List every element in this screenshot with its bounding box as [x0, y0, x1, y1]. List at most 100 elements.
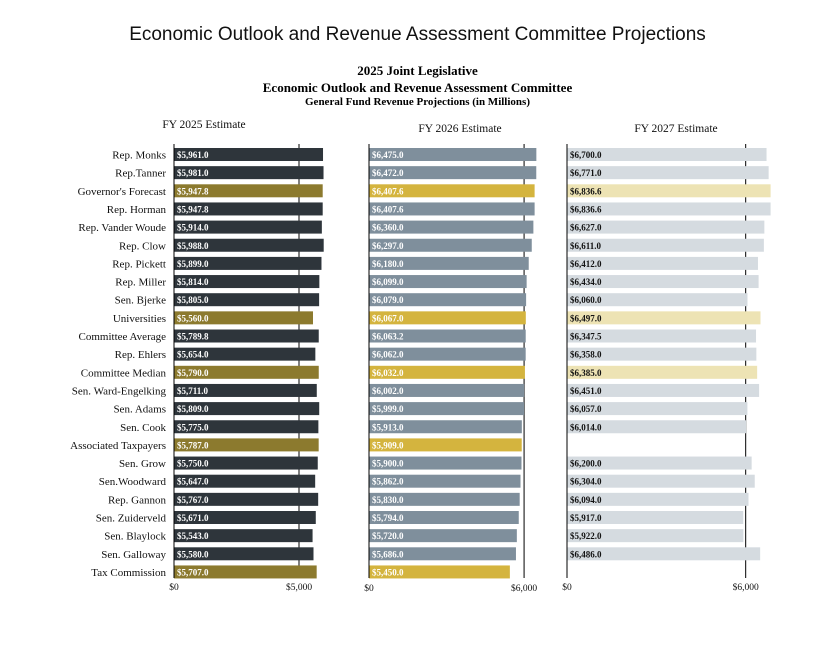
data-label-fy2026-associated-taxpayers: $5,909.0	[372, 440, 404, 450]
chart-title: Economic Outlook and Revenue Assessment …	[129, 24, 706, 45]
data-label-fy2026-sen-blaylock: $5,720.0	[372, 531, 404, 541]
data-label-fy2025-sen-zuiderveld: $5,671.0	[177, 513, 209, 523]
bar-fy2027-rep-monks	[567, 148, 767, 161]
tick-label-fy2026-0: $0	[364, 583, 374, 594]
category-label-rep-monks: Rep. Monks	[112, 150, 166, 162]
data-label-fy2026-sen-cook: $5,913.0	[372, 422, 404, 432]
data-label-fy2027-rep-vander-woude: $6,627.0	[570, 223, 602, 233]
category-label-rep-vander-woude: Rep. Vander Woude	[78, 222, 166, 234]
bar-fy2025-rep-pickett	[174, 256, 322, 270]
data-label-fy2025-sen-ward-engelking: $5,711.0	[177, 386, 209, 396]
category-label-rep-clow: Rep. Clow	[119, 240, 166, 252]
data-label-fy2027-rep-ehlers: $6,358.0	[570, 350, 602, 360]
data-label-fy2025-tax-commission: $5,707.0	[177, 567, 209, 577]
data-label-fy2026-tax-commission: $5,450.0	[372, 567, 404, 577]
data-label-fy2025-rep-miller: $5,814.0	[177, 277, 209, 287]
data-label-fy2025-sen-cook: $5,775.0	[177, 422, 209, 432]
series-title-fy2026: FY 2026 Estimate	[418, 123, 501, 135]
bar-fy2025-sen-blaylock	[174, 529, 313, 543]
category-label-rep-gannon: Rep. Gannon	[108, 494, 167, 506]
bar-fy2027-rep-clow	[567, 238, 764, 252]
data-label-fy2025-committee-median: $5,790.0	[177, 368, 209, 378]
data-label-fy2025-sen-woodward: $5,647.0	[177, 477, 209, 487]
bar-fy2027-sen-cook	[567, 420, 747, 434]
bar-fy2027-committee-average	[567, 329, 757, 343]
data-label-fy2026-sen-ward-engelking: $6,002.0	[372, 386, 404, 396]
bar-fy2026-rep-pickett	[369, 256, 529, 270]
bar-fy2026-committee-median	[369, 365, 525, 379]
category-label-universities: Universities	[113, 313, 166, 325]
data-label-fy2026-rep-pickett: $6,180.0	[372, 259, 404, 269]
tick-label-fy2026-6000: $6,000	[511, 583, 537, 594]
data-label-fy2025-rep-horman: $5,947.8	[177, 204, 209, 214]
data-label-fy2026-rep-monks: $6,475.0	[372, 150, 404, 160]
bar-fy2025-sen-ward-engelking	[174, 383, 317, 397]
data-label-fy2027-sen-adams: $6,057.0	[570, 404, 602, 414]
tick-label-fy2025-5000: $5,000	[286, 582, 312, 593]
bar-fy2026-rep-tanner	[369, 166, 537, 180]
bar-fy2025-associated-taxpayers	[174, 438, 319, 452]
bar-fy2025-rep-horman	[174, 202, 323, 216]
data-label-fy2026-committee-average: $6,063.2	[372, 332, 404, 342]
bar-fy2025-rep-miller	[174, 275, 320, 289]
data-label-fy2025-universities: $5,560.0	[177, 313, 209, 323]
bar-fy2027-rep-ehlers	[567, 347, 757, 361]
data-label-fy2026-sen-galloway: $5,686.0	[372, 549, 404, 559]
category-label-sen-woodward: Sen.Woodward	[99, 476, 167, 488]
bar-fy2026-sen-woodward	[369, 474, 521, 488]
bar-fy2027-universities	[567, 311, 761, 325]
bar-fy2026-rep-horman	[369, 202, 535, 216]
data-label-fy2027-rep-pickett: $6,412.0	[570, 259, 602, 269]
category-label-rep-pickett: Rep. Pickett	[112, 258, 166, 270]
data-label-fy2026-rep-horman: $6,407.6	[372, 204, 404, 214]
data-label-fy2027-committee-average: $6,347.5	[570, 332, 602, 342]
data-label-fy2027-sen-bjerke: $6,060.0	[570, 295, 602, 305]
category-label-sen-cook: Sen. Cook	[120, 422, 166, 434]
data-label-fy2025-rep-tanner: $5,981.0	[177, 168, 209, 178]
bar-fy2026-sen-zuiderveld	[369, 511, 519, 524]
data-label-fy2027-sen-ward-engelking: $6,451.0	[570, 386, 602, 396]
bar-fy2027-rep-vander-woude	[567, 220, 765, 234]
bar-fy2027-governor-s-forecast	[567, 184, 771, 198]
data-label-fy2027-rep-gannon: $6,094.0	[570, 495, 602, 505]
bar-fy2025-rep-gannon	[174, 492, 319, 506]
bar-fy2025-sen-grow	[174, 456, 318, 470]
bar-fy2025-tax-commission	[174, 565, 317, 579]
data-label-fy2026-sen-zuiderveld: $5,794.0	[372, 513, 404, 523]
data-label-fy2026-sen-adams: $5,999.0	[372, 404, 404, 414]
chart-subtitle-line-2: Economic Outlook and Revenue Assessment …	[262, 80, 573, 95]
bar-fy2026-rep-gannon	[369, 492, 520, 506]
data-label-fy2026-committee-median: $6,032.0	[372, 368, 404, 378]
chart-subtitle-line-1: 2025 Joint Legislative	[357, 63, 478, 78]
series-title-fy2027: FY 2027 Estimate	[634, 123, 717, 135]
data-label-fy2027-sen-galloway: $6,486.0	[570, 549, 602, 559]
data-label-fy2027-rep-tanner: $6,771.0	[570, 168, 602, 178]
category-label-sen-blaylock: Sen. Blaylock	[104, 531, 166, 543]
data-label-fy2025-sen-grow: $5,750.0	[177, 459, 209, 469]
bar-fy2026-rep-miller	[369, 275, 527, 289]
bar-fy2026-universities	[369, 311, 526, 325]
bar-fy2025-committee-median	[174, 365, 319, 379]
data-label-fy2025-associated-taxpayers: $5,787.0	[177, 440, 209, 450]
data-label-fy2025-rep-gannon: $5,767.0	[177, 495, 209, 505]
bar-fy2026-sen-bjerke	[369, 293, 527, 307]
bar-fy2025-rep-clow	[174, 238, 324, 252]
category-label-rep-tanner: Rep.Tanner	[115, 168, 166, 180]
data-label-fy2027-sen-zuiderveld: $5,917.0	[570, 513, 602, 523]
category-label-sen-grow: Sen. Grow	[119, 458, 166, 470]
bar-fy2026-sen-ward-engelking	[369, 383, 525, 397]
bar-fy2025-committee-average	[174, 329, 319, 343]
data-label-fy2027-sen-cook: $6,014.0	[570, 422, 602, 432]
bar-fy2027-rep-pickett	[567, 256, 758, 270]
bar-fy2026-sen-cook	[369, 420, 522, 434]
bar-fy2025-sen-bjerke	[174, 293, 320, 307]
bar-fy2026-committee-average	[369, 329, 526, 343]
bar-fy2026-sen-grow	[369, 456, 522, 470]
data-label-fy2026-rep-tanner: $6,472.0	[372, 168, 404, 178]
category-label-sen-ward-engelking: Sen. Ward-Engelking	[72, 385, 167, 397]
bar-fy2025-sen-adams	[174, 402, 320, 416]
data-label-fy2026-rep-miller: $6,099.0	[372, 277, 404, 287]
category-label-committee-median: Committee Median	[81, 367, 167, 379]
tick-label-fy2025-0: $0	[169, 582, 179, 593]
data-label-fy2026-rep-gannon: $5,830.0	[372, 495, 404, 505]
